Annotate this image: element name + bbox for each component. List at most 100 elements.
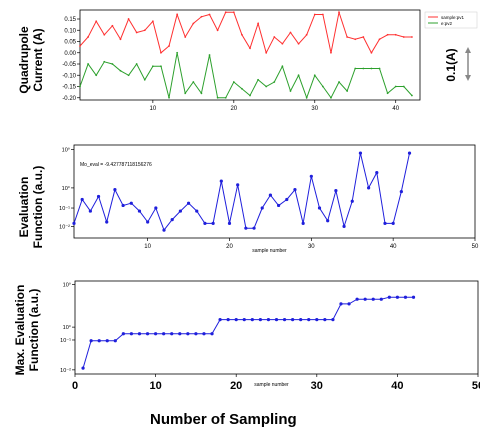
panel2-ytick-label: 10⁻² [59, 224, 70, 230]
panel3-series-0-point [178, 332, 182, 336]
panel1-series-1-point [394, 85, 397, 88]
panel1-series-0-point [313, 13, 316, 16]
panel3-series-0-point [355, 297, 359, 301]
panel2-xtick-label: 50 [472, 244, 479, 250]
panel1-series-1-point [313, 74, 316, 77]
panel1-series-1-point [305, 96, 308, 99]
panel1-series-0-point [127, 18, 130, 20]
panel1-series-0-point [103, 33, 106, 36]
panel3-series-0-point [339, 302, 343, 306]
panel1-series-0-point [394, 33, 397, 36]
panel2-series-0-point [391, 221, 395, 225]
panel2-series-0-point [309, 174, 313, 178]
panel1-series-1-point [111, 63, 114, 65]
panel3-series-0-point [299, 317, 303, 322]
panel1-ytick-label: 0.05 [64, 40, 76, 46]
panel1-series-0-point [143, 29, 146, 32]
panel1-series-1-point [297, 74, 300, 77]
panel1-xtick-label: 30 [311, 106, 318, 112]
panel3-series-0-point [218, 317, 222, 322]
panel3-series-0-point [266, 317, 271, 322]
panel2-series-0-point [113, 188, 117, 192]
panel1-series-1-point [184, 92, 187, 95]
panel1-series-0-point [354, 38, 357, 41]
panel2-xtick-label: 20 [226, 244, 233, 250]
panel1-series-0-point [273, 36, 276, 38]
panel3-series-0-point [97, 339, 101, 343]
panel2-ytick-label: 10° [62, 186, 70, 192]
panel3-series-0-point [89, 339, 93, 343]
panel2-series-0-point [276, 203, 281, 208]
panel3-series-0-point [194, 332, 198, 336]
panel1-series-0-point [297, 42, 300, 45]
panel3-series-0-point [363, 297, 367, 301]
panel1-series-1-point [192, 81, 195, 83]
panel3-series-0-point [242, 317, 246, 322]
panel3-xtick-label: 30 [311, 380, 323, 392]
panel1-series-1-point [143, 78, 146, 81]
panel3-series-0-point [411, 295, 416, 299]
panel3-series-0-point [331, 317, 335, 322]
panel3-series-0-point [145, 332, 150, 336]
scale-bar-arrow-up [465, 47, 471, 53]
panel1-series-0-point [305, 33, 308, 36]
panel2-series-0-point [105, 220, 109, 224]
panel1-series-0-point [95, 20, 98, 23]
panel1-ytick-label: -0.20 [62, 96, 76, 102]
panel1-series-1-point [338, 81, 340, 83]
panel2-series-0-point [219, 179, 223, 183]
panel1-series-0-point [224, 11, 227, 14]
panel2-series-0-point [375, 170, 379, 175]
panel2-series-0-point [407, 151, 412, 155]
panel2-series-0-point [399, 190, 403, 194]
panel1-series-1-point [127, 74, 130, 77]
panel3-series-0-point [226, 317, 230, 322]
panel2-series-0-point [154, 206, 158, 210]
panel1-series-0-point [265, 51, 268, 54]
panel1-series-0-point [200, 15, 203, 18]
panel1-series-0-point [87, 36, 89, 38]
panel2-series-0-point [227, 221, 232, 225]
panel2-series-0-point [137, 209, 142, 213]
panel2-series-0-point [252, 226, 256, 230]
panel1-series-0-point [232, 11, 235, 14]
panel1-series-1-point [273, 81, 276, 83]
scale-bar-label: 0.1(A) [444, 48, 458, 81]
panel1-series-0-point [216, 29, 219, 32]
panel1-series-0-point [346, 36, 349, 38]
panel1-series-1-point [402, 85, 405, 88]
panel3-series-0-point [234, 317, 238, 322]
panel2-annotation: Mo_eval = -9.427787118156276 [80, 162, 152, 168]
panel3-series-0-point [129, 332, 134, 336]
panel1-series-0-point [378, 38, 381, 41]
panel2-series-0-point [383, 221, 387, 225]
panel3-series-0-point [137, 332, 142, 336]
panel3-series-0-point [154, 332, 158, 336]
panel2-series-0-point [211, 221, 215, 225]
panel2-ytick-label: 10⁻¹ [59, 206, 70, 212]
panel1-series-0-point [386, 33, 389, 36]
panel2-series-0-point [317, 206, 322, 210]
panel3-xtick-label: 40 [391, 380, 403, 392]
panel1-series-0-point [119, 38, 122, 41]
panel2-series-0-point [162, 228, 166, 232]
panel2-series-0-point [350, 199, 354, 203]
panel3-series-0-point [162, 332, 166, 336]
panel3-frame [74, 280, 479, 375]
panel1-series-0-point [257, 22, 259, 25]
legend-label-0: sample:pv1 [441, 15, 465, 20]
scale-bar-arrow-down [465, 75, 471, 81]
panel2-series-0-point [88, 209, 92, 213]
panel3-series-0-point [202, 332, 206, 336]
panel2-series-0-point [326, 219, 330, 223]
panel1-series-0-point [321, 13, 324, 16]
panel2-xtick-label: 10 [144, 244, 151, 250]
panel1-series-1-point [151, 65, 154, 68]
panel1-series-0-point [192, 22, 195, 25]
panel2-series-0-point [129, 201, 133, 205]
panel1-series-1-point [216, 96, 219, 99]
panel3-xtick-label: 50 [472, 380, 480, 392]
panel3-series-0-point [105, 339, 109, 343]
panel1-series-1-point [200, 92, 203, 95]
